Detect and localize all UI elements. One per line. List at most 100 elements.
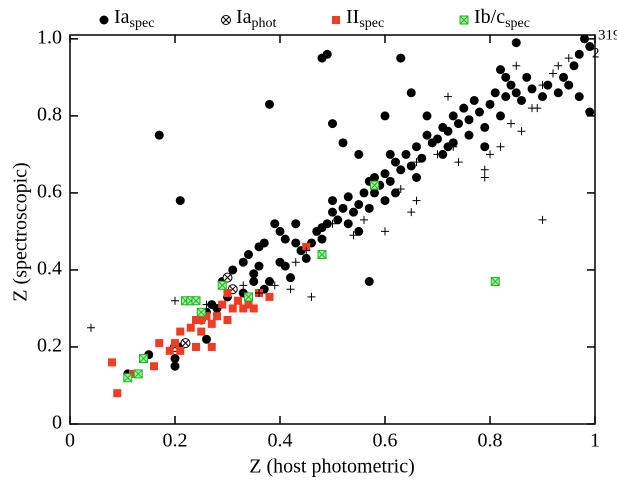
legend-subscript: spec (359, 16, 384, 31)
point (354, 199, 364, 209)
marker-body (559, 72, 568, 82)
marker-body (213, 304, 221, 313)
point (533, 104, 542, 113)
marker-body (385, 176, 395, 186)
marker-body (170, 361, 180, 371)
marker-body (391, 157, 400, 167)
point (192, 342, 200, 351)
marker-body (239, 304, 248, 313)
point (129, 369, 137, 378)
point (496, 111, 505, 121)
marker-body (259, 238, 269, 248)
point (228, 304, 237, 313)
marker-body (322, 49, 332, 59)
point (171, 339, 179, 348)
marker-body (511, 38, 521, 48)
marker-body (370, 180, 379, 190)
point (396, 165, 406, 175)
point (223, 289, 232, 298)
marker-body (286, 273, 295, 283)
point (480, 165, 489, 174)
point (443, 126, 453, 136)
marker-body (496, 142, 505, 151)
point (381, 227, 389, 236)
point (213, 312, 221, 321)
marker-body (291, 258, 300, 267)
marker-body (239, 281, 248, 290)
marker-body (218, 300, 227, 309)
marker-body (485, 99, 495, 109)
point (517, 127, 526, 136)
marker-body (443, 126, 453, 136)
point (175, 196, 185, 206)
legend-marker (332, 16, 340, 24)
marker-body (328, 119, 337, 129)
marker-body (249, 269, 259, 279)
point (480, 122, 490, 132)
marker-body (406, 161, 416, 171)
point (213, 304, 221, 313)
point (506, 80, 516, 90)
marker-body (202, 312, 211, 321)
point (490, 276, 500, 286)
marker-body (354, 199, 364, 209)
marker-body (291, 238, 301, 248)
marker-body (585, 42, 595, 52)
marker-body (580, 34, 589, 44)
point (359, 188, 369, 198)
point (360, 215, 368, 224)
point (301, 253, 311, 263)
point (486, 150, 494, 159)
point (585, 42, 595, 52)
marker-body (280, 261, 290, 271)
point (280, 234, 290, 244)
point (150, 362, 158, 371)
marker-body (406, 88, 416, 98)
marker-body (538, 215, 547, 224)
marker-body (385, 149, 395, 159)
marker-body (381, 227, 389, 236)
marker-body (538, 92, 547, 102)
point (239, 304, 248, 313)
legend-name: II (346, 6, 359, 28)
marker-body (396, 185, 405, 194)
point (338, 203, 348, 213)
point (270, 281, 279, 290)
marker-body (343, 219, 353, 229)
point (553, 88, 563, 98)
marker-body (391, 188, 400, 198)
legend-marker (99, 15, 109, 25)
marker-body (380, 196, 390, 206)
x-tick-label: 0 (65, 430, 75, 452)
point (165, 346, 174, 355)
point (234, 296, 242, 305)
marker-body (549, 69, 557, 78)
marker-body (349, 231, 358, 240)
point (228, 265, 238, 275)
point (259, 238, 269, 248)
point (317, 250, 327, 260)
y-tick-label: 1.0 (37, 26, 62, 48)
marker-body (333, 215, 343, 225)
marker-body (317, 223, 327, 233)
point (302, 246, 311, 255)
marker-body (370, 188, 379, 198)
point (192, 316, 200, 325)
point (202, 300, 211, 309)
marker-body (332, 16, 340, 24)
legend-label: Ib/cspec (474, 6, 530, 32)
marker-body (123, 373, 133, 383)
marker-body (192, 316, 200, 325)
point (564, 80, 574, 90)
point (444, 92, 452, 101)
marker-body (176, 346, 185, 355)
point (171, 296, 179, 305)
point (280, 261, 290, 271)
marker-body (249, 276, 259, 286)
plot-frame (69, 34, 596, 425)
point (512, 61, 521, 70)
marker-body (417, 153, 427, 163)
point (496, 65, 505, 75)
marker-body (165, 346, 174, 355)
point (422, 130, 432, 140)
